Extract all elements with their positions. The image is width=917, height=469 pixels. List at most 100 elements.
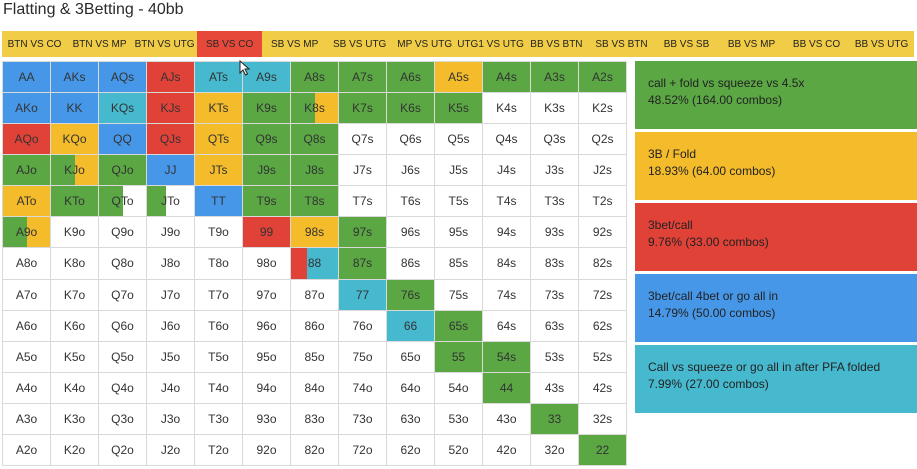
hand-cell-qjs[interactable]: QJs [147,124,195,156]
tab-sb-vs-mp[interactable]: SB VS MP [271,38,319,50]
hand-cell-a7o[interactable]: A7o [3,279,51,311]
hand-cell-a2s[interactable]: A2s [579,62,627,94]
hand-cell-q8s[interactable]: Q8s [291,124,339,156]
hand-cell-j9s[interactable]: J9s [243,155,291,187]
hand-cell-tt[interactable]: TT [195,186,243,218]
hand-cell-44[interactable]: 44 [483,372,531,404]
hand-cell-96s[interactable]: 96s [387,217,435,249]
hand-cell-j6s[interactable]: J6s [387,155,435,187]
hand-cell-j6o[interactable]: J6o [147,310,195,342]
hand-cell-a3o[interactable]: A3o [3,403,51,435]
hand-cell-a5s[interactable]: A5s [435,62,483,94]
hand-cell-ako[interactable]: AKo [3,93,51,125]
hand-cell-kqs[interactable]: KQs [99,93,147,125]
hand-cell-q5o[interactable]: Q5o [99,341,147,373]
hand-cell-97s[interactable]: 97s [339,217,387,249]
tab-sb-vs-utg[interactable]: SB VS UTG [332,38,387,50]
hand-cell-53s[interactable]: 53s [531,341,579,373]
hand-cell-j8o[interactable]: J8o [147,248,195,280]
tab-utg1-vs-utg[interactable]: UTG1 VS UTG [457,38,524,50]
hand-cell-ats[interactable]: ATs [195,62,243,94]
hand-cell-22[interactable]: 22 [579,434,627,466]
hand-cell-32o[interactable]: 32o [531,434,579,466]
hand-cell-a9s[interactable]: A9s [243,62,291,94]
hand-cell-q9s[interactable]: Q9s [243,124,291,156]
hand-cell-ajs[interactable]: AJs [147,62,195,94]
hand-cell-aa[interactable]: AA [3,62,51,94]
hand-cell-k7s[interactable]: K7s [339,93,387,125]
hand-cell-43o[interactable]: 43o [483,403,531,435]
hand-cell-j9o[interactable]: J9o [147,217,195,249]
hand-cell-t9o[interactable]: T9o [195,217,243,249]
hand-cell-qts[interactable]: QTs [195,124,243,156]
legend-item-call-fold[interactable]: call + fold vs squeeze vs 4.5x 48.52% (16… [635,61,917,129]
hand-cell-q3s[interactable]: Q3s [531,124,579,156]
tab-bb-vs-utg[interactable]: BB VS UTG [854,38,909,50]
tab-bb-vs-co[interactable]: BB VS CO [792,38,841,50]
hand-cell-a8o[interactable]: A8o [3,248,51,280]
hand-cell-j5s[interactable]: J5s [435,155,483,187]
hand-cell-jto[interactable]: JTo [147,186,195,218]
hand-cell-54s[interactable]: 54s [483,341,531,373]
hand-cell-kk[interactable]: KK [51,93,99,125]
hand-cell-a2o[interactable]: A2o [3,434,51,466]
hand-cell-jj[interactable]: JJ [147,155,195,187]
hand-cell-a8s[interactable]: A8s [291,62,339,94]
hand-cell-32s[interactable]: 32s [579,403,627,435]
hand-cell-55[interactable]: 55 [435,341,483,373]
hand-cell-aqs[interactable]: AQs [99,62,147,94]
hand-cell-kqo[interactable]: KQo [51,124,99,156]
hand-cell-a3s[interactable]: A3s [531,62,579,94]
hand-cell-43s[interactable]: 43s [531,372,579,404]
hand-cell-q3o[interactable]: Q3o [99,403,147,435]
hand-cell-63o[interactable]: 63o [387,403,435,435]
hand-cell-ato[interactable]: ATo [3,186,51,218]
hand-cell-j5o[interactable]: J5o [147,341,195,373]
tab-btn-vs-utg[interactable]: BTN VS UTG [134,38,195,50]
hand-cell-96o[interactable]: 96o [243,310,291,342]
hand-cell-t4o[interactable]: T4o [195,372,243,404]
hand-cell-k9s[interactable]: K9s [243,93,291,125]
hand-cell-qjo[interactable]: QJo [99,155,147,187]
hand-cell-t6s[interactable]: T6s [387,186,435,218]
hand-cell-q4o[interactable]: Q4o [99,372,147,404]
hand-cell-75o[interactable]: 75o [339,341,387,373]
hand-cell-t8o[interactable]: T8o [195,248,243,280]
hand-cell-33[interactable]: 33 [531,403,579,435]
hand-cell-qq[interactable]: QQ [99,124,147,156]
hand-cell-t7o[interactable]: T7o [195,279,243,311]
hand-cell-q8o[interactable]: Q8o [99,248,147,280]
hand-cell-82o[interactable]: 82o [291,434,339,466]
tab-bb-vs-btn[interactable]: BB VS BTN [530,38,583,50]
hand-cell-95o[interactable]: 95o [243,341,291,373]
hand-cell-a9o[interactable]: A9o [3,217,51,249]
hand-cell-t3o[interactable]: T3o [195,403,243,435]
hand-cell-76o[interactable]: 76o [339,310,387,342]
hand-cell-95s[interactable]: 95s [435,217,483,249]
hand-cell-84s[interactable]: 84s [483,248,531,280]
hand-cell-a6o[interactable]: A6o [3,310,51,342]
hand-cell-a7s[interactable]: A7s [339,62,387,94]
tab-btn-vs-co[interactable]: BTN VS CO [7,38,62,50]
hand-cell-t9s[interactable]: T9s [243,186,291,218]
hand-cell-63s[interactable]: 63s [531,310,579,342]
hand-cell-t2o[interactable]: T2o [195,434,243,466]
hand-cell-kjo[interactable]: KJo [51,155,99,187]
hand-cell-53o[interactable]: 53o [435,403,483,435]
hand-cell-87o[interactable]: 87o [291,279,339,311]
hand-cell-64o[interactable]: 64o [387,372,435,404]
hand-cell-j3o[interactable]: J3o [147,403,195,435]
hand-cell-t5s[interactable]: T5s [435,186,483,218]
hand-cell-k9o[interactable]: K9o [51,217,99,249]
hand-cell-84o[interactable]: 84o [291,372,339,404]
hand-cell-j8s[interactable]: J8s [291,155,339,187]
hand-cell-j3s[interactable]: J3s [531,155,579,187]
hand-cell-j4s[interactable]: J4s [483,155,531,187]
hand-cell-52s[interactable]: 52s [579,341,627,373]
hand-cell-t6o[interactable]: T6o [195,310,243,342]
hand-cell-a6s[interactable]: A6s [387,62,435,94]
hand-cell-74s[interactable]: 74s [483,279,531,311]
hand-cell-aks[interactable]: AKs [51,62,99,94]
hand-cell-q7s[interactable]: Q7s [339,124,387,156]
hand-cell-73o[interactable]: 73o [339,403,387,435]
